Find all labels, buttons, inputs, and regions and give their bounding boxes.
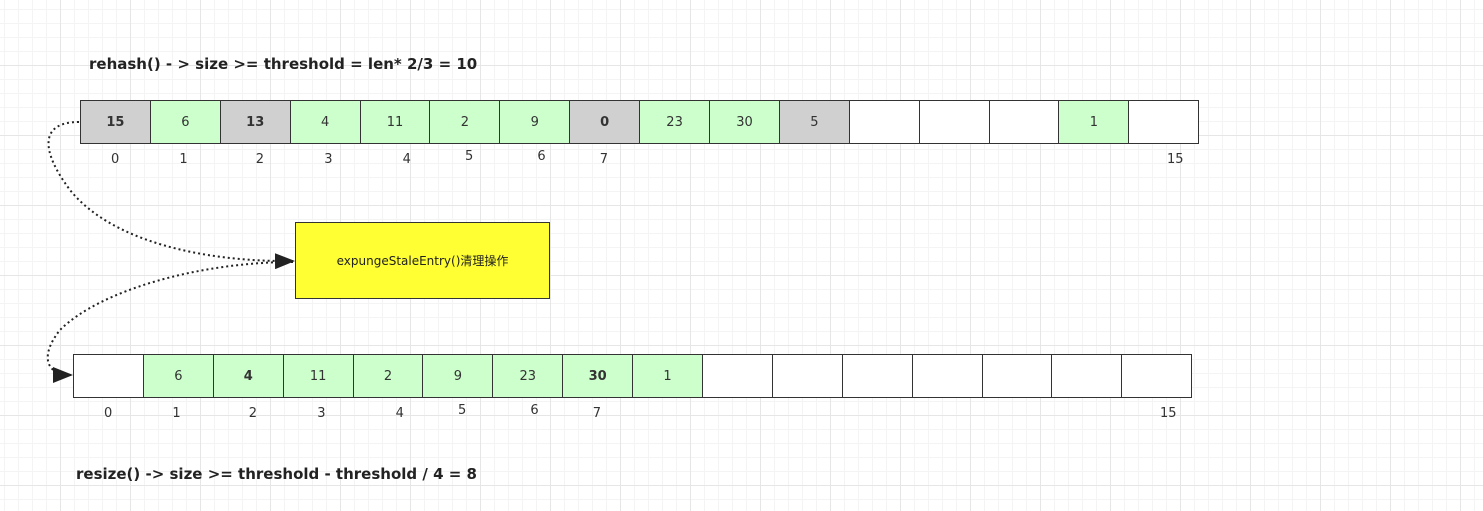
- array-slot: 30: [710, 101, 780, 143]
- slot-index: 3: [324, 152, 333, 167]
- arrow-to-new-table: [46, 261, 294, 383]
- array-slot: [912, 355, 983, 397]
- slot-index: 4: [402, 152, 411, 167]
- slot-index: 1: [179, 152, 188, 167]
- expunge-stale-entry-note: expungeStaleEntry()清理操作: [295, 222, 550, 299]
- slot-index: 3: [317, 406, 326, 421]
- rehash-title: rehash() - > size >= threshold = len* 2/…: [89, 55, 478, 73]
- array-slot: 6: [143, 355, 214, 397]
- slot-index: 2: [248, 406, 258, 421]
- array-slot: 9: [500, 101, 571, 143]
- slot-index: 15: [1160, 406, 1177, 421]
- array-slot: [842, 355, 913, 397]
- array-slot: 5: [779, 101, 850, 143]
- array-slot: 13: [220, 101, 291, 143]
- slot-index: 5: [458, 403, 467, 418]
- array-slot: 23: [640, 101, 711, 143]
- array-slot: [772, 355, 843, 397]
- array-slot: [74, 355, 144, 397]
- new-table-array: 6 4 11 2 9 23 30 1: [73, 354, 1193, 398]
- slot-index: 5: [465, 149, 474, 164]
- slot-index: 0: [111, 152, 120, 167]
- slot-index: 7: [599, 152, 609, 167]
- slot-index: 0: [104, 406, 113, 421]
- slot-index: 15: [1167, 152, 1184, 167]
- array-slot: [1122, 355, 1192, 397]
- arrow-to-note: [47, 121, 295, 270]
- array-slot: 11: [360, 101, 431, 143]
- array-slot: [849, 101, 920, 143]
- array-slot: 2: [430, 101, 501, 143]
- slot-index: 1: [172, 406, 181, 421]
- array-slot: [919, 101, 990, 143]
- slot-index: 6: [530, 403, 539, 418]
- array-slot: 23: [493, 355, 564, 397]
- array-slot: 1: [633, 355, 704, 397]
- slot-index: 7: [592, 406, 602, 421]
- array-slot: [703, 355, 773, 397]
- array-slot: 4: [290, 101, 361, 143]
- array-slot: 0: [570, 101, 641, 143]
- array-slot: 9: [423, 355, 494, 397]
- resize-title: resize() -> size >= threshold - threshol…: [76, 465, 477, 483]
- array-slot: 2: [353, 355, 424, 397]
- array-slot: [989, 101, 1060, 143]
- slot-index: 4: [395, 406, 404, 421]
- array-slot: 4: [213, 355, 284, 397]
- old-table-array: 15 6 13 4 11 2 9 0 23 30 5 1: [80, 100, 1200, 144]
- array-slot: 11: [283, 355, 354, 397]
- array-slot: [1129, 101, 1199, 143]
- array-slot: [1052, 355, 1123, 397]
- slot-index: 6: [537, 149, 546, 164]
- array-slot: 30: [563, 355, 634, 397]
- array-slot: 6: [150, 101, 221, 143]
- array-slot: 15: [81, 101, 151, 143]
- array-slot: 1: [1059, 101, 1130, 143]
- slot-index: 2: [255, 152, 265, 167]
- array-slot: [982, 355, 1053, 397]
